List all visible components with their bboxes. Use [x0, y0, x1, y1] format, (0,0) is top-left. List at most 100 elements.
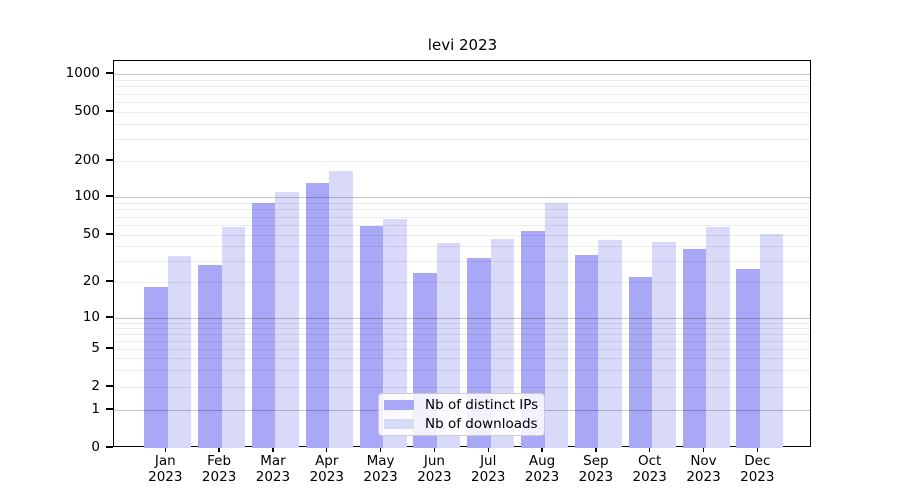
gridline — [114, 112, 810, 113]
gridline — [114, 225, 810, 226]
gridline — [114, 79, 810, 81]
x-tick-label: Aug 2023 — [524, 453, 560, 485]
distinct-ips-bar — [574, 254, 599, 448]
y-tick-label: 20 — [82, 273, 100, 289]
x-tick-mark — [487, 447, 489, 452]
downloads-bar — [706, 226, 730, 448]
y-tick-label: 1 — [91, 401, 100, 417]
legend-swatch-distinct-ips — [384, 400, 414, 411]
gridline — [114, 322, 810, 324]
y-tick-mark — [106, 385, 113, 387]
distinct-ips-bar — [144, 287, 168, 448]
distinct-ips-bar — [198, 264, 222, 448]
downloads-bar — [275, 192, 299, 448]
distinct-ips-bar — [359, 225, 384, 448]
y-tick-mark — [106, 408, 113, 410]
chart-title: levi 2023 — [427, 36, 498, 54]
x-tick-label: Jan 2023 — [148, 453, 183, 485]
gridline — [114, 235, 810, 236]
distinct-ips-bar — [628, 277, 653, 448]
x-tick-label: Feb 2023 — [201, 453, 237, 485]
gridline — [114, 261, 810, 263]
x-tick-label: May 2023 — [363, 453, 398, 485]
legend-label-downloads: Nb of downloads — [425, 415, 538, 432]
x-tick-mark — [218, 447, 220, 452]
y-tick-label: 100 — [74, 188, 100, 204]
gridline — [114, 246, 810, 248]
x-tick-label: Apr 2023 — [309, 453, 344, 485]
x-tick-label: Oct 2023 — [632, 453, 667, 485]
x-tick-mark — [541, 447, 543, 452]
y-tick-mark — [106, 446, 113, 448]
y-tick-mark — [106, 347, 113, 349]
y-tick-mark — [106, 110, 113, 112]
downloads-bar — [383, 218, 407, 448]
legend: Nb of distinct IPs Nb of downloads — [378, 393, 545, 436]
x-tick-mark — [326, 447, 328, 452]
x-tick-label: Nov 2023 — [686, 453, 721, 485]
grid-layer — [114, 61, 810, 446]
gridline — [114, 209, 810, 211]
x-tick-mark — [595, 447, 597, 452]
downloads-bar — [167, 256, 192, 448]
distinct-ips-bar — [682, 249, 706, 448]
y-tick-label: 10 — [82, 309, 100, 325]
y-tick-label: 2 — [91, 378, 100, 394]
gridline — [114, 340, 810, 342]
y-tick-label: 200 — [74, 152, 100, 168]
gridline — [114, 93, 810, 95]
gridline — [114, 102, 810, 103]
gridline — [114, 161, 810, 162]
y-tick-label: 500 — [74, 103, 100, 119]
x-tick-label: Dec 2023 — [740, 453, 775, 485]
x-tick-mark — [702, 447, 705, 452]
gridline — [114, 197, 810, 198]
x-tick-mark — [379, 447, 382, 452]
y-tick-mark — [106, 316, 113, 318]
gridline — [114, 370, 810, 372]
downloads-bar — [759, 233, 784, 448]
legend-item-distinct-ips: Nb of distinct IPs — [384, 396, 539, 415]
gridline — [114, 216, 810, 218]
distinct-ips-bar — [305, 183, 330, 448]
legend-swatch-downloads — [384, 418, 414, 429]
plot-area — [113, 60, 811, 448]
gridline — [114, 282, 810, 283]
x-tick-mark — [164, 447, 166, 452]
gridline — [114, 327, 810, 329]
y-tick-mark — [106, 195, 113, 197]
downloads-bar — [598, 240, 622, 448]
x-tick-mark — [648, 447, 651, 452]
y-tick-mark — [106, 72, 113, 74]
gridline — [114, 358, 810, 360]
gridline — [114, 349, 810, 350]
distinct-ips-bar — [736, 268, 760, 448]
y-tick-label: 0 — [91, 439, 100, 455]
x-tick-label: Sep 2023 — [578, 453, 614, 485]
y-tick-mark — [106, 233, 113, 235]
distinct-ips-bar — [251, 202, 276, 448]
x-tick-label: Mar 2023 — [255, 453, 291, 485]
downloads-bar — [652, 241, 676, 448]
gridline — [114, 387, 810, 388]
legend-label-distinct-ips: Nb of distinct IPs — [425, 397, 539, 414]
x-tick-label: Jul 2023 — [471, 453, 506, 485]
downloads-bar — [544, 202, 569, 448]
downloads-bar — [221, 226, 246, 448]
y-tick-label: 1000 — [65, 65, 100, 81]
x-tick-mark — [272, 447, 274, 452]
gridline — [114, 86, 810, 88]
y-tick-label: 5 — [91, 340, 100, 356]
x-tick-mark — [433, 447, 436, 452]
y-tick-label: 50 — [82, 226, 100, 242]
legend-item-downloads: Nb of downloads — [384, 415, 538, 434]
gridline — [114, 202, 810, 204]
gridline — [114, 74, 810, 75]
y-tick-mark — [106, 159, 113, 161]
gridline — [114, 318, 810, 319]
gridline — [114, 139, 810, 141]
downloads-bar — [329, 170, 353, 448]
x-tick-label: Jun 2023 — [417, 453, 452, 485]
gridline — [114, 123, 810, 125]
